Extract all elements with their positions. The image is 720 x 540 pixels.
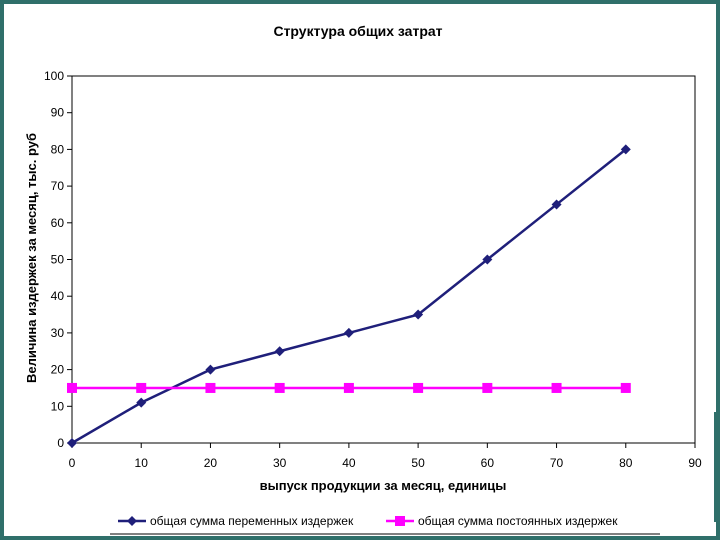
chart-title: Структура общих затрат <box>273 23 442 39</box>
data-point <box>205 382 216 393</box>
y-tick-label: 50 <box>51 253 65 267</box>
y-tick-label: 70 <box>51 179 65 193</box>
x-tick-label: 20 <box>204 456 218 470</box>
slide-bottom-border <box>0 536 720 540</box>
legend-label: общая сумма переменных издержек <box>150 514 354 528</box>
data-point <box>343 327 354 338</box>
y-tick-label: 80 <box>51 142 65 156</box>
legend-marker <box>395 516 405 526</box>
x-tick-label: 0 <box>69 456 76 470</box>
data-point <box>551 199 562 210</box>
data-point <box>274 346 285 357</box>
legend-marker <box>127 516 137 526</box>
data-point <box>413 309 424 320</box>
y-tick-label: 20 <box>51 363 65 377</box>
data-point <box>482 382 493 393</box>
legend: общая сумма переменных издержек общая сум… <box>118 514 618 528</box>
y-axis: 0 10 20 30 40 50 60 70 80 90 100 <box>44 69 72 450</box>
data-point <box>136 397 147 408</box>
x-tick-label: 60 <box>481 456 495 470</box>
slide-corner-accent <box>714 412 720 522</box>
legend-label: общая сумма постоянных издержек <box>418 514 618 528</box>
data-point <box>343 382 354 393</box>
y-tick-label: 0 <box>57 436 64 450</box>
data-point <box>67 382 77 393</box>
x-tick-label: 40 <box>342 456 356 470</box>
y-tick-label: 30 <box>51 326 65 340</box>
y-axis-label: Величина издержек за месяц, тыс. руб <box>24 133 39 383</box>
x-tick-label: 80 <box>619 456 633 470</box>
series-line-1 <box>71 148 627 445</box>
data-point <box>551 382 562 393</box>
series-layer <box>67 144 631 448</box>
x-tick-label: 50 <box>411 456 425 470</box>
y-tick-label: 60 <box>51 216 65 230</box>
data-point <box>205 364 216 375</box>
data-point <box>620 144 631 155</box>
x-tick-label: 10 <box>135 456 149 470</box>
data-point <box>67 438 77 448</box>
data-point <box>620 382 631 393</box>
y-tick-label: 90 <box>51 106 65 120</box>
data-point <box>413 382 424 393</box>
data-point <box>482 254 493 265</box>
x-axis: 0 10 20 30 40 50 60 70 80 90 <box>69 443 702 470</box>
data-point <box>274 382 285 393</box>
x-tick-label: 90 <box>688 456 702 470</box>
data-point <box>136 382 147 393</box>
x-tick-label: 30 <box>273 456 287 470</box>
y-tick-label: 10 <box>51 399 65 413</box>
x-axis-label: выпуск продукции за месяц, единицы <box>260 478 507 493</box>
y-tick-label: 100 <box>44 69 64 83</box>
y-tick-label: 40 <box>51 289 65 303</box>
x-tick-label: 70 <box>550 456 564 470</box>
